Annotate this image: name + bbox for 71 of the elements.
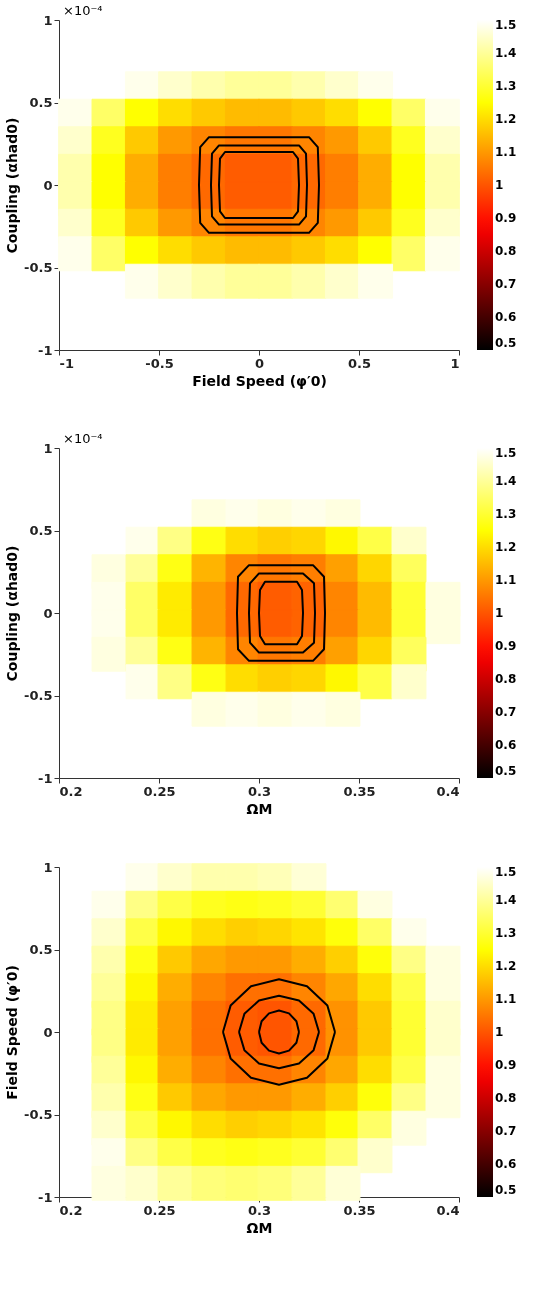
x-tick-label: -1 <box>59 355 74 371</box>
color-bar-label: 1.5 <box>495 446 517 460</box>
y-tick-label: -1 <box>38 1189 53 1205</box>
x-tick-label: 0.4 <box>436 783 460 799</box>
x-tick-label: 0.3 <box>247 783 272 799</box>
color-bar-label: 0.9 <box>495 211 517 225</box>
color-bar-label: 0.6 <box>495 310 517 324</box>
color-bar-label: 1 <box>495 1025 504 1039</box>
color-bar-label: 1.3 <box>495 926 517 940</box>
color-bar-label: 1.3 <box>495 507 517 521</box>
y-tick-label: 1 <box>43 440 53 456</box>
y-axis-title: Field Speed (φ′0) <box>4 965 21 1100</box>
x-axis-title: ΩM <box>246 800 273 817</box>
y-tick-label: -1 <box>38 342 53 358</box>
x-tick-label: 0.25 <box>143 783 176 799</box>
x-tick-label: 0.2 <box>59 1202 83 1218</box>
color-bar-label: 1 <box>495 606 504 620</box>
color-bar-label: 1.5 <box>495 18 517 32</box>
x-axis-title: Field Speed (φ′0) <box>192 372 327 389</box>
color-bar-label: 0.7 <box>495 277 517 291</box>
x-tick-label: 0.35 <box>343 1202 376 1218</box>
color-bar-label: 1.2 <box>495 540 517 554</box>
color-bar-label: 1.5 <box>495 865 517 879</box>
y-tick-label: 1 <box>43 12 53 28</box>
y-tick-label: 0.5 <box>29 523 53 538</box>
x-tick-label: 1 <box>450 355 460 371</box>
color-bar-label: 0.5 <box>495 336 517 350</box>
color-bar-label: 0.9 <box>495 639 517 653</box>
y-tick-label: 0.5 <box>29 95 53 110</box>
y-tick-label: 0 <box>43 177 53 193</box>
color-bar-label: 0.8 <box>495 1091 517 1105</box>
color-bar-label: 1.3 <box>495 79 517 93</box>
y-tick-label: 1 <box>43 859 53 875</box>
color-bar-label: 0.8 <box>495 672 517 686</box>
color-bar-label: 0.6 <box>495 1157 517 1171</box>
color-bar-label: 1.4 <box>495 474 517 488</box>
color-bar-label: 1.2 <box>495 959 517 973</box>
y-tick-label: -0.5 <box>24 260 53 275</box>
text: ×10⁻⁴ <box>63 431 103 446</box>
color-bar-label: 0.6 <box>495 738 517 752</box>
color-bar-label: 0.5 <box>495 1183 517 1197</box>
color-bar-label: 0.7 <box>495 1124 517 1138</box>
x-tick-label: 0.5 <box>347 355 372 371</box>
y-tick-label: 0.5 <box>29 942 53 957</box>
x-tick-label: 0 <box>254 355 265 371</box>
y-tick-label: 0 <box>43 1024 53 1040</box>
color-bar-label: 1.1 <box>495 573 517 587</box>
y-axis-title: Coupling (αhad0) <box>4 545 21 682</box>
x-tick-label: 0.25 <box>143 1202 176 1218</box>
color-bar-label: 0.8 <box>495 244 517 258</box>
x-tick-label: 0.2 <box>59 783 83 799</box>
y-tick-label: -0.5 <box>24 1107 53 1122</box>
color-bar-label: 1.2 <box>495 112 517 126</box>
color-bar-label: 1 <box>495 178 504 192</box>
color-bar-label: 0.9 <box>495 1058 517 1072</box>
x-tick-label: 0.3 <box>247 1202 272 1218</box>
color-bar-label: 0.5 <box>495 764 517 778</box>
color-bar-label: 1.4 <box>495 46 517 60</box>
y-tick-label: -1 <box>38 770 53 786</box>
text: ×10⁻⁴ <box>63 3 103 18</box>
x-tick-label: 0.4 <box>436 1202 460 1218</box>
x-tick-label: 0.35 <box>343 783 376 799</box>
color-bar-label: 1.1 <box>495 145 517 159</box>
y-tick-label: -0.5 <box>24 688 53 703</box>
color-bar-label: 1.4 <box>495 893 517 907</box>
x-axis-title: ΩM <box>246 1219 273 1236</box>
x-tick-label: -0.5 <box>145 355 174 371</box>
y-axis-title: Coupling (αhad0) <box>4 117 21 254</box>
color-bar-label: 0.7 <box>495 705 517 719</box>
color-bar-label: 1.1 <box>495 992 517 1006</box>
y-tick-label: 0 <box>43 605 53 621</box>
